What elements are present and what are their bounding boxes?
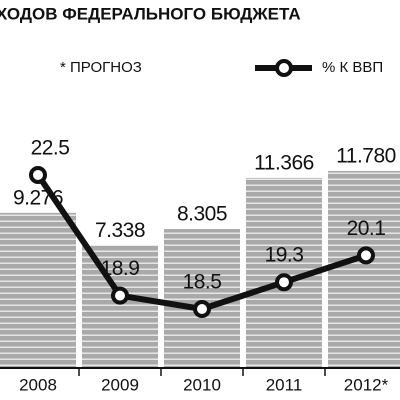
line-value-label: 18.9 [101,257,140,280]
line-marker [275,273,293,292]
legend: % К ВВП [255,59,383,77]
bar-value-label: 7.338 [95,219,145,242]
bar-value-label: 8.305 [177,203,227,226]
line-value-label: 18.5 [183,271,222,294]
bar-value-label: 11.366 [254,151,314,174]
line-value-label: 20.1 [347,217,386,240]
line-marker [357,246,375,265]
note: * ПРОГНОЗ [60,59,142,76]
chart-title: ХОДОВ ФЕДЕРАЛЬНОГО БЮДЖЕТА [0,4,301,23]
bar [0,212,76,368]
line-marker [111,286,129,305]
x-tick-label: 2008 [19,375,57,394]
line-marker [193,300,211,319]
line-value-label: 22.5 [31,136,70,159]
bar [328,170,400,368]
line-value-label: 19.3 [265,244,304,267]
x-tick-label: 2009 [101,375,139,394]
x-tick-label: 2012* [344,375,389,394]
line-marker [29,165,47,184]
bar [82,245,158,368]
x-tick-label: 2011 [266,375,303,394]
bar-value-label: 11.780 [336,144,396,167]
x-tick-label: 2010 [183,375,221,394]
legend-label: % К ВВП [322,59,383,76]
legend-marker [275,59,293,77]
